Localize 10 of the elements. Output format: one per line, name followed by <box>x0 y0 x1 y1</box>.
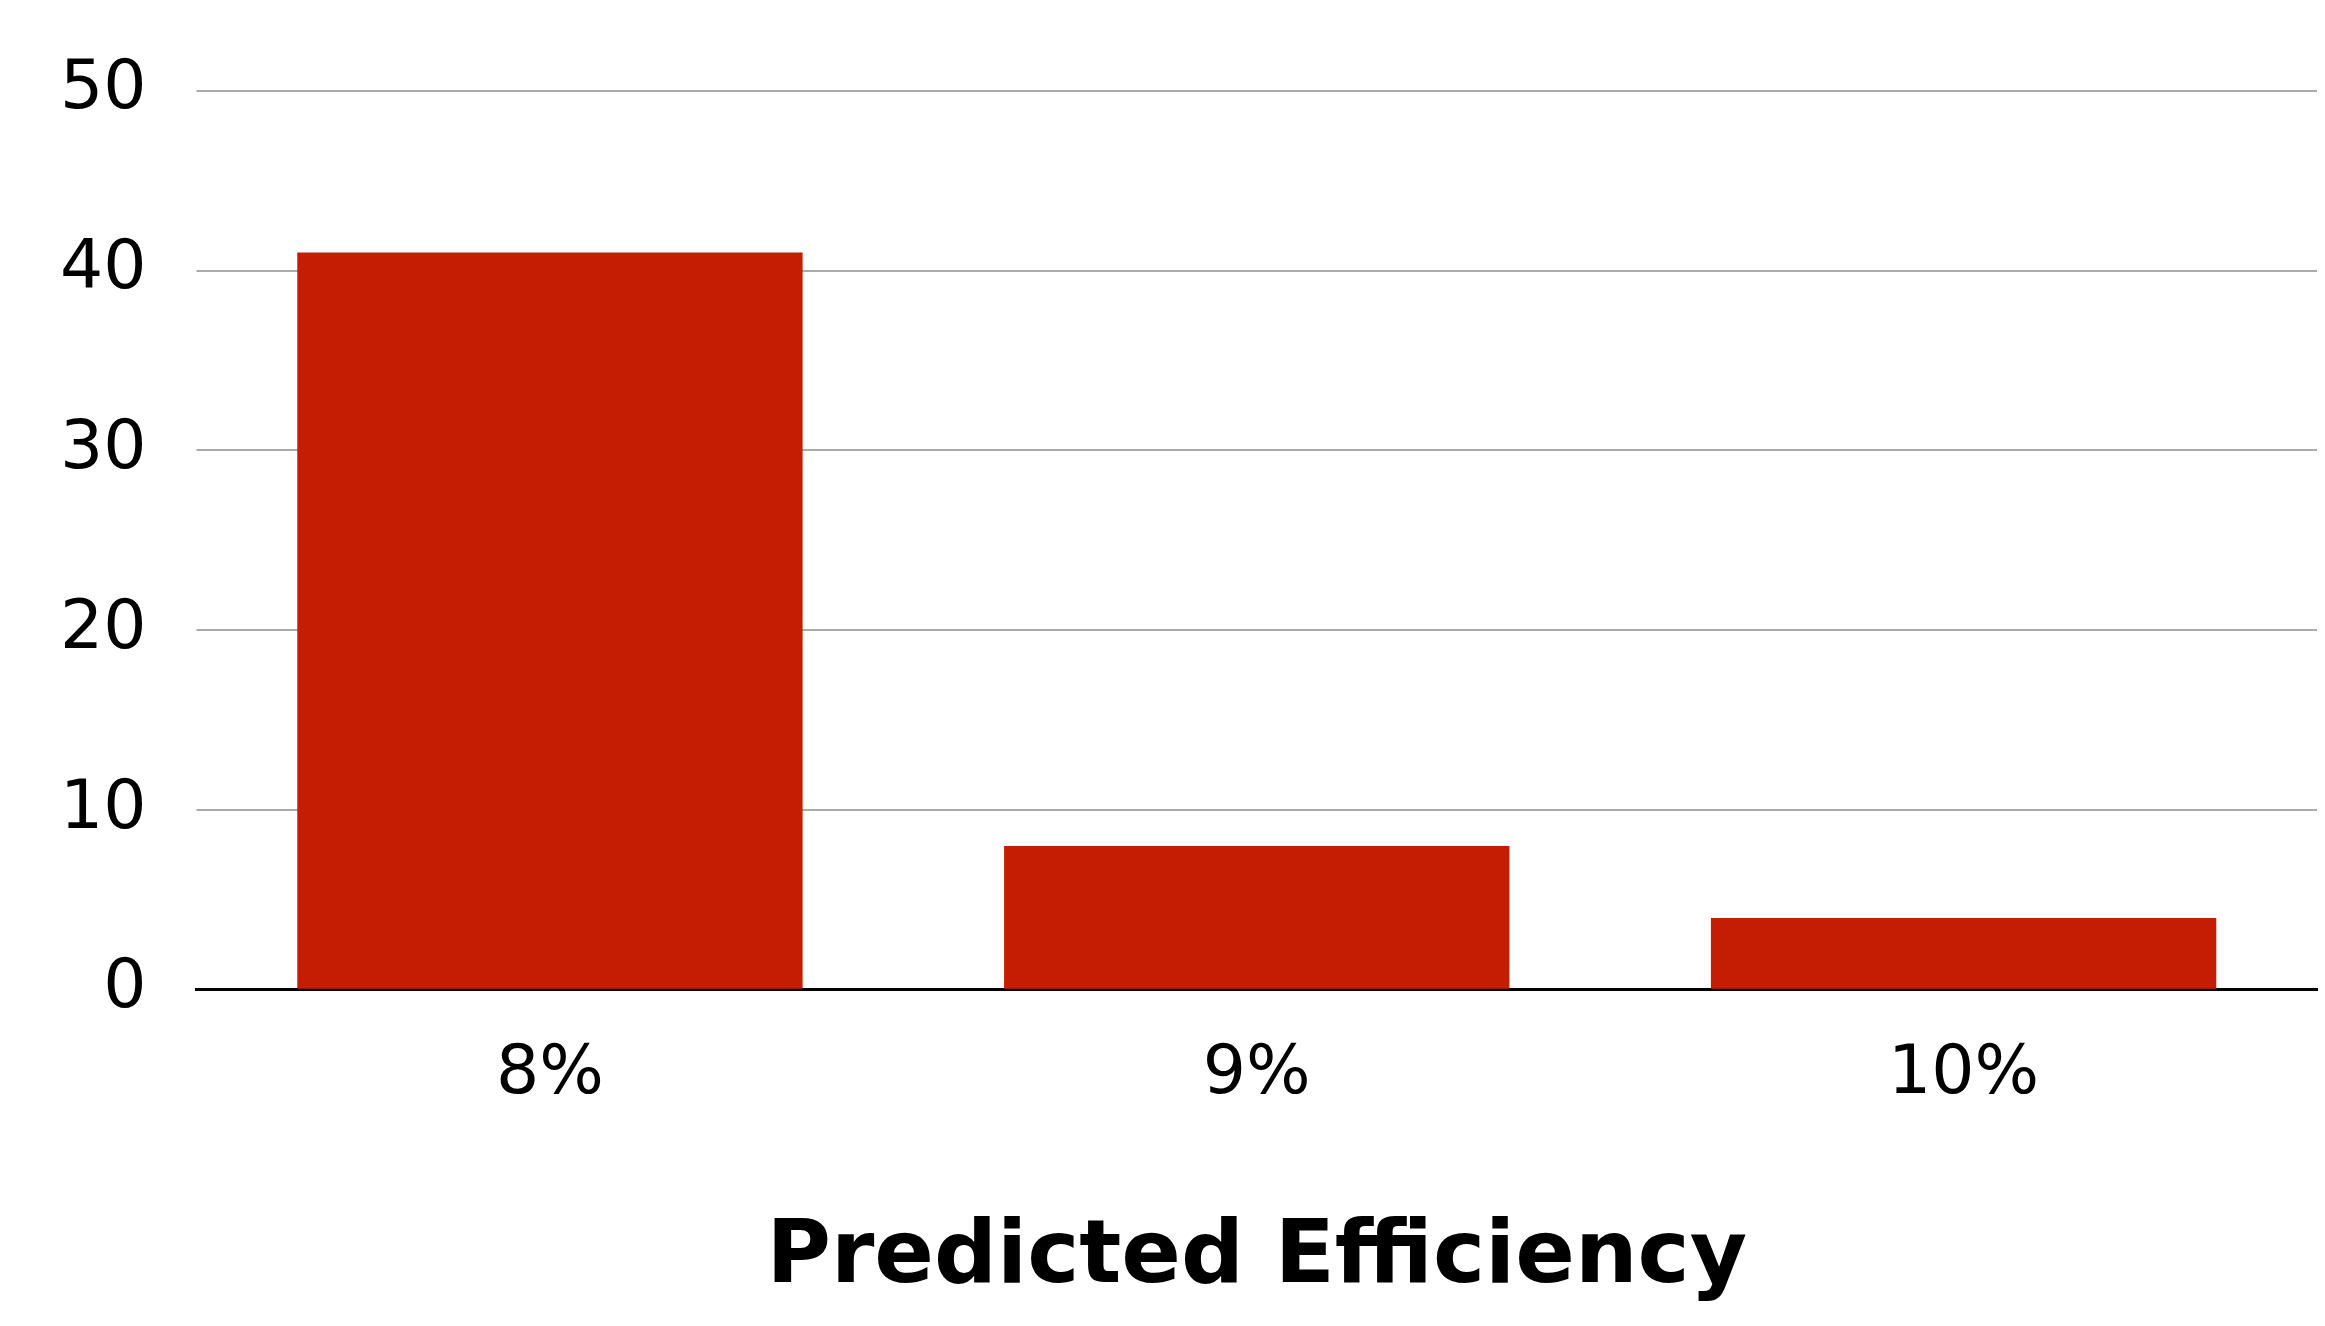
y-tick-label: 10 <box>60 764 147 844</box>
x-tick-label: 9% <box>1202 1030 1311 1110</box>
y-tick-label: 40 <box>60 225 147 305</box>
y-tick-label: 30 <box>60 405 147 485</box>
y-tick-label: 50 <box>60 45 147 125</box>
x-tick-label: 10% <box>1888 1030 2040 1110</box>
x-axis-title: Predicted Efficiency <box>766 1200 1748 1304</box>
y-tick-label: 20 <box>60 584 147 664</box>
y-tick-label: 0 <box>103 944 147 1024</box>
x-tick-label: 8% <box>495 1030 604 1110</box>
